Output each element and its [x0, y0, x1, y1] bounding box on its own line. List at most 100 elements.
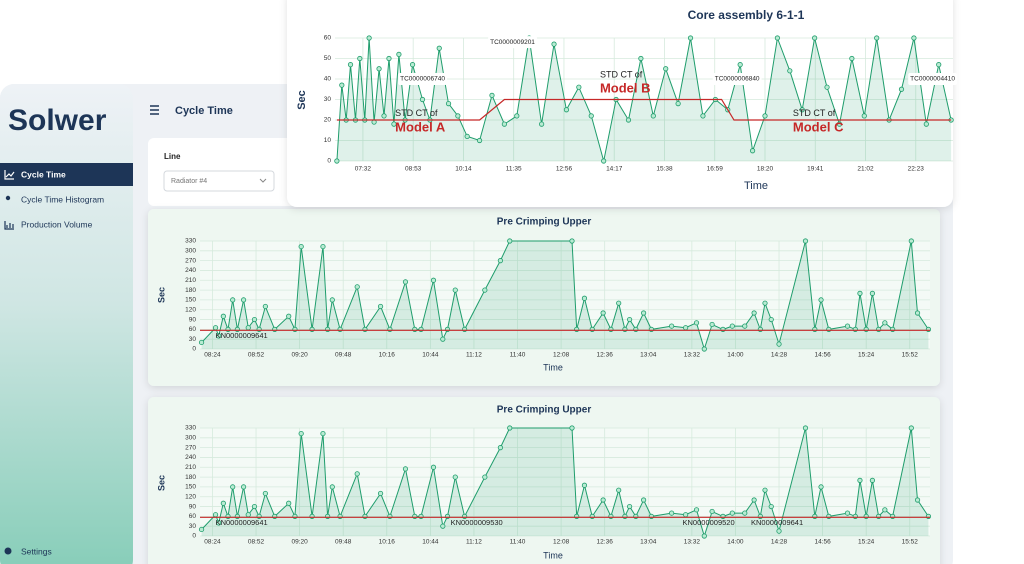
data-point	[757, 326, 763, 332]
data-point	[622, 326, 628, 332]
callout: KN0000009641	[216, 331, 268, 340]
y-tick-label: 90	[189, 316, 197, 323]
data-point	[863, 326, 869, 332]
data-point	[762, 300, 768, 306]
data-point	[240, 484, 247, 490]
y-tick-label: 20	[324, 117, 332, 124]
data-point	[683, 325, 689, 331]
x-tick-label: 16:59	[707, 166, 724, 173]
x-tick-label: 13:04	[640, 352, 657, 359]
data-point	[354, 471, 360, 477]
x-tick-label: 11:12	[466, 539, 482, 546]
data-point	[444, 326, 451, 332]
data-point	[625, 117, 632, 123]
data-point	[633, 326, 639, 332]
data-point	[608, 513, 614, 519]
y-tick-label: 300	[185, 248, 196, 255]
data-point	[325, 326, 331, 332]
data-point	[436, 45, 442, 51]
data-point	[776, 528, 782, 534]
x-tick-label: 08:24	[204, 352, 221, 359]
data-point	[601, 158, 607, 164]
data-point	[337, 513, 343, 519]
x-tick-label: 12:08	[553, 352, 570, 359]
data-point	[430, 464, 437, 470]
data-point	[376, 66, 382, 72]
data-point	[339, 82, 345, 88]
x-tick-label: 11:40	[510, 352, 526, 359]
data-point	[497, 445, 504, 451]
data-point	[334, 158, 340, 164]
data-point	[574, 326, 580, 332]
data-point	[198, 526, 205, 533]
data-point	[812, 513, 818, 519]
x-tick-label: 11:35	[506, 166, 522, 173]
data-point	[600, 310, 606, 316]
data-point	[687, 35, 694, 41]
callout-box	[488, 36, 537, 49]
callout: KN0000009641	[216, 518, 268, 527]
data-point	[812, 35, 818, 41]
icon	[4, 170, 15, 180]
data-point	[240, 297, 247, 303]
menu-item[interactable]: Cycle Time	[21, 169, 66, 179]
data-point	[737, 62, 743, 68]
y-tick-label: 210	[185, 277, 196, 284]
data-point	[768, 503, 774, 510]
data-point	[650, 113, 656, 119]
data-point	[497, 258, 504, 264]
y-axis-label: Sec	[156, 287, 166, 303]
data-point	[357, 55, 363, 62]
x-tick-label: 14:28	[771, 539, 788, 546]
y-tick-label: 0	[327, 158, 331, 165]
data-point	[876, 513, 882, 519]
data-point	[749, 148, 756, 154]
data-point	[377, 490, 384, 497]
data-point	[768, 316, 774, 323]
data-point	[701, 346, 707, 352]
series-area	[201, 241, 929, 349]
data-point	[890, 513, 896, 519]
data-point	[844, 323, 851, 329]
data-point	[762, 487, 768, 493]
data-point	[418, 513, 424, 519]
chart-title: Core assembly 6-1-1	[688, 8, 805, 22]
x-tick-label: 10:44	[422, 352, 439, 359]
y-axis-label: Sec	[156, 475, 166, 491]
data-point	[626, 316, 633, 323]
data-point	[844, 510, 851, 516]
x-tick-label: 09:48	[335, 539, 352, 546]
y-tick-label: 90	[189, 503, 197, 510]
x-tick-label: 11:40	[510, 539, 526, 546]
data-point	[251, 503, 258, 510]
data-point	[857, 477, 863, 483]
note-label: STD CT of	[395, 108, 438, 118]
data-point	[914, 497, 921, 503]
x-tick-label: 09:20	[291, 539, 308, 546]
data-point	[589, 326, 595, 332]
menu-item[interactable]: Settings	[21, 546, 52, 556]
menu-toggle[interactable]	[150, 105, 159, 115]
data-point	[836, 121, 843, 127]
data-point	[861, 113, 867, 119]
menu-active[interactable]	[0, 163, 133, 186]
data-point	[852, 326, 858, 332]
icon	[4, 547, 12, 555]
y-tick-label: 0	[192, 533, 196, 540]
data-point	[641, 497, 647, 503]
data-point	[419, 96, 426, 103]
y-tick-label: 60	[324, 35, 332, 42]
data-point	[669, 323, 675, 329]
menu-item[interactable]: Production Volume	[21, 219, 93, 229]
data-point	[482, 287, 488, 293]
y-tick-label: 120	[185, 493, 196, 500]
dropdown[interactable]	[163, 170, 275, 192]
data-point	[430, 277, 437, 283]
data-point	[230, 484, 236, 490]
data-point	[320, 243, 326, 250]
menu-item[interactable]: Cycle Time Histogram	[21, 194, 104, 204]
y-tick-label: 180	[185, 287, 196, 294]
data-point	[563, 107, 570, 113]
x-tick-label: 15:38	[656, 166, 673, 173]
callout-box	[712, 73, 762, 85]
